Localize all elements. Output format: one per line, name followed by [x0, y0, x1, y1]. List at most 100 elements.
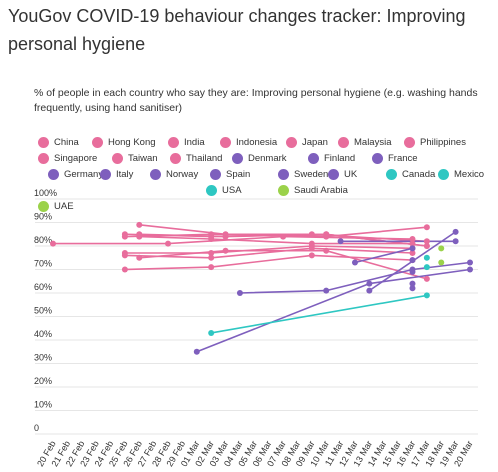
series-line-philippines[interactable] [139, 235, 413, 245]
legend-label: Denmark [248, 153, 287, 164]
data-point-spain[interactable] [366, 287, 373, 294]
legend-swatch [168, 136, 179, 148]
legend-item-canada[interactable]: Canada [386, 168, 435, 182]
y-tick-label: 10% [34, 400, 52, 410]
data-point-thailand[interactable] [423, 275, 430, 282]
data-point-mexico[interactable] [423, 292, 430, 299]
data-point-china[interactable] [308, 231, 315, 238]
data-point-canada[interactable] [423, 264, 430, 271]
series-line-france[interactable] [354, 247, 413, 264]
data-point-india[interactable] [165, 240, 172, 247]
series-line-taiwan[interactable] [124, 247, 413, 259]
legend-label: Mexico [454, 169, 485, 180]
legend-item-italy[interactable]: Italy [100, 168, 133, 182]
data-point-taiwan[interactable] [121, 252, 128, 259]
legend-label: Malaysia [354, 137, 392, 148]
legend-item-china[interactable]: China [38, 136, 79, 150]
data-point-germany[interactable] [323, 287, 330, 294]
gridlines [35, 198, 478, 435]
data-point-japan[interactable] [208, 264, 215, 271]
series-line-malaysia[interactable] [139, 233, 427, 247]
legend-item-usa[interactable]: USA [206, 184, 242, 198]
data-point-italy[interactable] [337, 238, 344, 245]
data-point-norway[interactable] [409, 268, 416, 275]
data-point-mexico[interactable] [208, 329, 215, 336]
data-point-malaysia[interactable] [222, 233, 229, 240]
data-point-thailand[interactable] [222, 247, 229, 254]
y-axis-ticks: 0 10% 20% 30% 40% 50% 60% 70% 80% 90% 100% [34, 188, 57, 433]
data-point-taiwan[interactable] [409, 250, 416, 257]
legend-item-taiwan[interactable]: Taiwan [112, 152, 158, 166]
series-line-japan[interactable] [124, 254, 413, 271]
legend-item-germany[interactable]: Germany [48, 168, 103, 182]
legend-item-indonesia[interactable]: Indonesia [220, 136, 277, 150]
data-point-hong-kong[interactable] [423, 224, 430, 231]
data-point-indonesia[interactable] [121, 231, 128, 238]
series-line-thailand[interactable] [139, 249, 428, 280]
data-point-uk[interactable] [467, 266, 473, 273]
legend-item-mexico[interactable]: Mexico [438, 168, 484, 182]
data-point-uae[interactable] [438, 259, 445, 266]
data-point-france[interactable] [409, 245, 416, 252]
data-point-malaysia[interactable] [423, 243, 430, 249]
legend-label: Japan [302, 137, 328, 148]
data-point-japan[interactable] [308, 252, 315, 259]
data-point-france[interactable] [351, 259, 358, 266]
data-point-germany[interactable] [236, 290, 243, 296]
legend-item-singapore[interactable]: Singapore [38, 152, 97, 166]
legend-item-norway[interactable]: Norway [150, 168, 198, 182]
legend-item-spain[interactable]: Spain [210, 168, 250, 182]
data-point-uk[interactable] [366, 280, 373, 287]
data-point-philippines[interactable] [208, 235, 215, 242]
legend-swatch [210, 168, 221, 180]
series-line-singapore[interactable] [124, 245, 413, 254]
data-point-india[interactable] [409, 235, 416, 242]
chart-title: YouGov COVID-19 behaviour changes tracke… [8, 6, 466, 54]
data-point-india[interactable] [50, 240, 56, 247]
data-point-philippines[interactable] [409, 240, 416, 247]
legend-swatch [338, 136, 349, 148]
data-point-hong-kong[interactable] [136, 221, 143, 228]
data-point-spain[interactable] [452, 228, 459, 235]
data-point-finland[interactable] [409, 285, 416, 292]
legend-item-thailand[interactable]: Thailand [170, 152, 222, 166]
legend-item-uk[interactable]: UK [328, 168, 357, 182]
legend-item-sweden[interactable]: Sweden [278, 168, 328, 182]
legend-item-malaysia[interactable]: Malaysia [338, 136, 392, 150]
legend-item-saudi-arabia[interactable]: Saudi Arabia [278, 184, 348, 198]
legend-item-japan[interactable]: Japan [286, 136, 328, 150]
legend-swatch [286, 136, 297, 148]
legend-item-france[interactable]: France [372, 152, 418, 166]
data-point-thailand[interactable] [136, 254, 143, 261]
data-point-singapore[interactable] [208, 250, 215, 257]
data-point-india[interactable] [280, 233, 287, 240]
legend-swatch [308, 152, 319, 164]
legend-item-india[interactable]: India [168, 136, 205, 150]
data-point-denmark[interactable] [409, 257, 416, 264]
data-point-taiwan[interactable] [208, 254, 215, 261]
legend-item-denmark[interactable]: Denmark [232, 152, 287, 166]
legend-label: France [388, 153, 418, 164]
data-point-usa[interactable] [423, 254, 430, 261]
legend-label: Finland [324, 153, 356, 164]
legend-item-uae[interactable]: UAE [38, 200, 74, 214]
series-line-germany[interactable] [239, 261, 471, 294]
data-point-japan[interactable] [121, 266, 128, 273]
data-point-saudi-arabia[interactable] [438, 245, 445, 252]
data-point-china[interactable] [423, 238, 430, 245]
data-point-taiwan[interactable] [308, 245, 315, 252]
legend-item-hong-kong[interactable]: Hong Kong [92, 136, 156, 150]
data-point-uk[interactable] [193, 348, 200, 355]
data-point-thailand[interactable] [323, 247, 330, 254]
data-point-italy[interactable] [452, 238, 459, 245]
data-point-malaysia[interactable] [323, 231, 330, 238]
data-point-germany[interactable] [467, 259, 473, 266]
series-line-mexico[interactable] [211, 294, 428, 334]
data-point-philippines[interactable] [136, 233, 143, 240]
legend-item-philippines[interactable]: Philippines [404, 136, 466, 150]
data-point-sweden[interactable] [409, 280, 416, 287]
legend-item-finland[interactable]: Finland [308, 152, 355, 166]
legend-swatch [206, 184, 217, 196]
legend-swatch [220, 136, 231, 148]
series-line-uk[interactable] [196, 268, 471, 353]
